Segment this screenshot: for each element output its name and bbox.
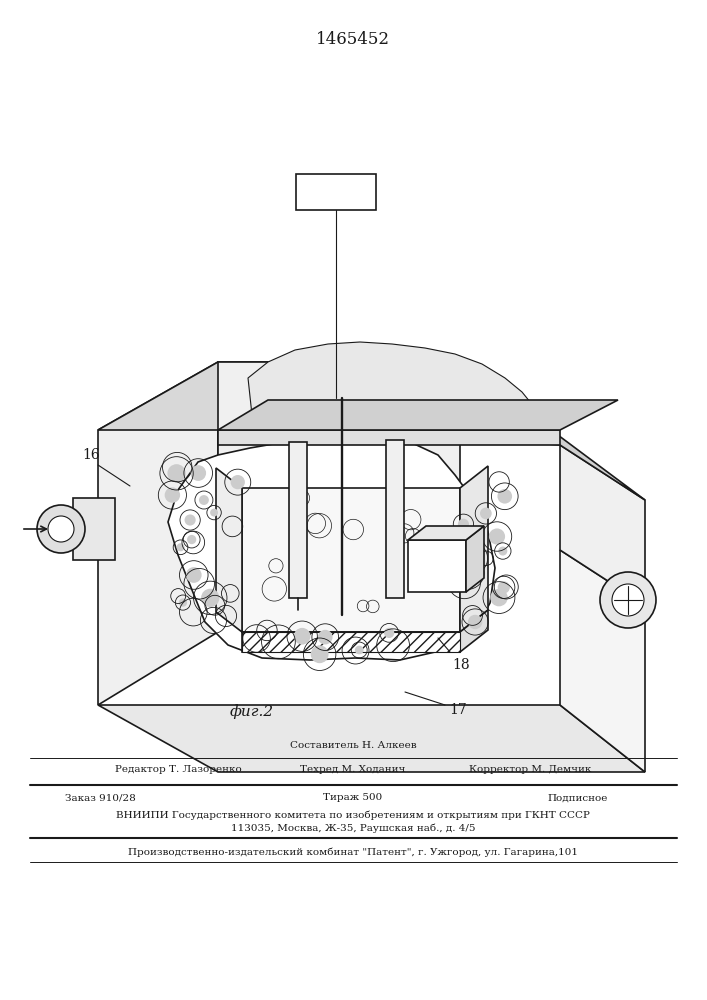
Text: Производственно-издательский комбинат "Патент", г. Ужгород, ул. Гагарина,101: Производственно-издательский комбинат "П…	[128, 847, 578, 857]
Polygon shape	[460, 466, 488, 632]
Circle shape	[186, 567, 201, 583]
Polygon shape	[218, 430, 560, 445]
Circle shape	[199, 495, 209, 505]
Polygon shape	[216, 468, 242, 632]
Text: 18: 18	[452, 658, 469, 672]
Polygon shape	[218, 400, 618, 430]
Circle shape	[498, 581, 510, 593]
Circle shape	[490, 589, 508, 606]
Text: 15: 15	[319, 402, 337, 416]
Polygon shape	[386, 440, 404, 598]
Circle shape	[210, 509, 218, 517]
Circle shape	[230, 475, 245, 489]
Circle shape	[468, 615, 482, 629]
Polygon shape	[560, 445, 645, 605]
Text: фиг.2: фиг.2	[230, 705, 274, 719]
Circle shape	[612, 584, 644, 616]
Text: Составитель Н. Алкеев: Составитель Н. Алкеев	[290, 740, 416, 750]
Circle shape	[185, 514, 196, 526]
Polygon shape	[466, 526, 484, 592]
Polygon shape	[98, 362, 218, 705]
Text: Корректор М. Демчик: Корректор М. Демчик	[469, 764, 591, 774]
Circle shape	[187, 535, 197, 544]
Circle shape	[37, 505, 85, 553]
Circle shape	[168, 464, 186, 482]
Text: Техред М. Ходанич: Техред М. Ходанич	[300, 764, 406, 774]
Polygon shape	[375, 362, 645, 500]
Circle shape	[201, 589, 219, 607]
Circle shape	[310, 645, 329, 663]
Polygon shape	[289, 442, 307, 598]
Polygon shape	[248, 342, 542, 432]
Text: Подписное: Подписное	[548, 794, 608, 802]
Circle shape	[498, 489, 512, 504]
Text: 113035, Москва, Ж-35, Раушская наб., д. 4/5: 113035, Москва, Ж-35, Раушская наб., д. …	[230, 823, 475, 833]
Circle shape	[600, 572, 656, 628]
Bar	[296, 174, 376, 210]
Text: Заказ 910/28: Заказ 910/28	[64, 794, 135, 802]
Bar	[242, 632, 460, 652]
Text: 19: 19	[326, 185, 346, 199]
Circle shape	[294, 628, 310, 645]
Text: 8: 8	[426, 563, 434, 577]
Circle shape	[165, 487, 180, 503]
Circle shape	[318, 630, 332, 644]
Text: Тираж 500: Тираж 500	[323, 794, 382, 802]
Polygon shape	[242, 488, 460, 632]
Polygon shape	[242, 610, 488, 652]
Bar	[73, 498, 115, 560]
Circle shape	[489, 528, 505, 545]
Circle shape	[458, 519, 469, 530]
Polygon shape	[98, 362, 460, 430]
Text: Редактор Т. Лазоренко: Редактор Т. Лазоренко	[115, 764, 241, 774]
Circle shape	[179, 598, 187, 607]
Circle shape	[190, 465, 206, 481]
Circle shape	[464, 550, 481, 567]
Polygon shape	[98, 705, 645, 772]
Circle shape	[498, 547, 508, 556]
Polygon shape	[408, 526, 484, 540]
Text: 16: 16	[82, 448, 100, 462]
Polygon shape	[168, 438, 495, 660]
Polygon shape	[218, 362, 460, 632]
Text: 5: 5	[416, 410, 424, 424]
Text: ВНИИПИ Государственного комитета по изобретениям и открытиям при ГКНТ СССР: ВНИИПИ Государственного комитета по изоб…	[116, 810, 590, 820]
Circle shape	[177, 543, 185, 551]
Text: 17: 17	[449, 703, 467, 717]
Polygon shape	[560, 550, 645, 772]
Text: 5: 5	[268, 412, 276, 426]
Text: 1465452: 1465452	[316, 31, 390, 48]
Circle shape	[355, 646, 363, 654]
Circle shape	[384, 628, 395, 638]
Polygon shape	[408, 540, 466, 592]
Circle shape	[48, 516, 74, 542]
Circle shape	[480, 508, 491, 519]
